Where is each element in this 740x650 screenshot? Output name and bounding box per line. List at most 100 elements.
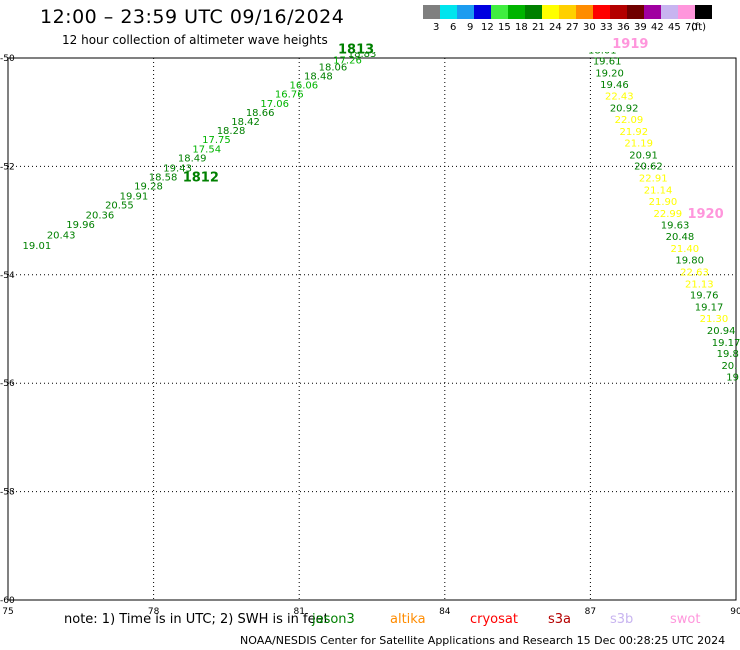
wave-height-value: 19.43 — [163, 163, 192, 174]
legend-label: 9 — [467, 22, 474, 33]
satellite-cryosat: cryosat — [470, 612, 518, 627]
wave-height-value: 17.75 — [202, 135, 231, 146]
wave-height-value: 22.91 — [639, 174, 668, 185]
legend-swatch — [559, 5, 576, 19]
wave-height-value: 21.14 — [644, 186, 673, 197]
wave-height-value: 18.01 — [588, 46, 617, 57]
wave-height-value: 19.91 — [120, 191, 149, 202]
wave-height-value: 19.80 — [675, 255, 704, 266]
wave-height-value: 18.49 — [178, 154, 207, 165]
longitude-tick-label: 87 — [585, 607, 596, 617]
map-frame — [7, 57, 737, 601]
longitude-tick-label: 78 — [148, 607, 160, 617]
wave-height-value: 19.63 — [661, 221, 690, 232]
wave-height-value: 22.99 — [653, 209, 682, 220]
wave-height-value: 17.54 — [192, 144, 221, 155]
wave-height-value: 16.06 — [289, 80, 318, 91]
wave-height-value: 19.61 — [593, 57, 622, 68]
wave-height-value: 19.01 — [23, 241, 52, 252]
latitude-tick-label: -56 — [0, 379, 15, 389]
page-title: 12:00 – 23:59 UTC 09/16/2024 — [40, 6, 345, 28]
latitude-tick-label: -50 — [0, 54, 15, 64]
wave-height-value: 20.94 — [707, 326, 736, 337]
wave-height-value: 20.36 — [86, 210, 115, 221]
longitude-tick-label: 84 — [439, 607, 451, 617]
legend-label: 18 — [515, 22, 528, 33]
wave-height-value: 18.48 — [304, 72, 333, 83]
legend-label: 12 — [481, 22, 494, 33]
legend-swatch — [491, 5, 508, 19]
latitude-tick-label: -52 — [0, 162, 15, 172]
wave-height-value: 22.09 — [615, 115, 644, 126]
legend-swatch — [474, 5, 491, 19]
wave-height-value: 18.28 — [217, 126, 246, 137]
legend-swatch — [525, 5, 542, 19]
wave-height-value: 21.92 — [620, 127, 649, 138]
legend-label: 33 — [600, 22, 613, 33]
wave-height-value: 20.43 — [47, 230, 76, 241]
wave-height-value: 19.76 — [690, 291, 719, 302]
legend-swatch — [542, 5, 559, 19]
wave-height-value: 19.8 — [717, 349, 739, 360]
latitude-tick-label: -54 — [0, 271, 15, 281]
legend-label: 6 — [450, 22, 457, 33]
wave-height-value: 19.46 — [600, 80, 629, 91]
track-time-label: 1813 — [338, 43, 374, 58]
legend-swatch — [627, 5, 644, 19]
longitude-tick-label: 81 — [293, 607, 304, 617]
satellite-s3b: s3b — [610, 612, 634, 627]
track-time-label: 1812 — [183, 171, 219, 186]
legend-label: 24 — [549, 22, 562, 33]
legend-label: 39 — [634, 22, 647, 33]
longitude-tick-label: 75 — [2, 607, 13, 617]
legend-label: 42 — [651, 22, 664, 33]
wave-height-value: 20.62 — [634, 162, 663, 173]
wave-height-value: 20.55 — [105, 201, 134, 212]
wave-height-value: 19.17 — [712, 338, 740, 349]
wave-height-value: 19 — [726, 372, 739, 383]
wave-height-value: 17.06 — [260, 99, 289, 110]
footer-credit: NOAA/NESDIS Center for Satellite Applica… — [240, 634, 726, 647]
wave-height-value: 17.26 — [333, 55, 362, 66]
wave-height-value: 21.90 — [649, 197, 678, 208]
satellite-s3a: s3a — [548, 612, 572, 627]
legend-swatch — [440, 5, 457, 19]
wave-height-value: 22.63 — [680, 267, 709, 278]
legend-label: 30 — [583, 22, 596, 33]
satellite-jason3: jason3 — [312, 612, 355, 627]
legend-label: 27 — [566, 22, 579, 33]
legend-label: 70 — [685, 22, 698, 33]
wave-height-value: 20.48 — [666, 232, 695, 243]
legend-swatch — [508, 5, 525, 19]
legend-swatch — [695, 5, 712, 19]
legend-label: 36 — [617, 22, 630, 33]
wave-height-value: 21.13 — [685, 279, 714, 290]
legend-unit: (ft) — [691, 22, 707, 33]
wave-height-value: 18.58 — [149, 172, 178, 183]
satellite-swot: swot — [670, 612, 701, 627]
wave-height-value: 20.91 — [629, 150, 658, 161]
wave-height-value: 18.06 — [319, 62, 348, 73]
legend-swatch — [678, 5, 695, 19]
wave-height-value: 19.96 — [66, 220, 95, 231]
track-time-label: 1920 — [687, 207, 723, 222]
wave-height-value: 19.17 — [695, 303, 724, 314]
legend-label: 3 — [433, 22, 440, 33]
legend-label: 15 — [498, 22, 511, 33]
wave-height-value: 22.43 — [605, 92, 634, 103]
legend-label: 45 — [668, 22, 681, 33]
legend-swatch — [644, 5, 661, 19]
note-text: note: 1) Time is in UTC; 2) SWH is in fe… — [64, 612, 329, 627]
wave-height-value: 18.66 — [246, 108, 275, 119]
legend-swatch — [457, 5, 474, 19]
wave-height-value: 20. — [721, 361, 737, 372]
wave-height-value: 16.76 — [275, 90, 304, 101]
wave-height-value: 18.83 — [348, 49, 377, 60]
legend-swatch — [576, 5, 593, 19]
wave-height-value: 19.28 — [134, 182, 163, 193]
page-subtitle: 12 hour collection of altimeter wave hei… — [62, 33, 328, 47]
wave-height-value: 18.42 — [231, 117, 260, 128]
wave-height-value: 19.20 — [595, 68, 624, 79]
legend-swatch — [423, 5, 440, 19]
